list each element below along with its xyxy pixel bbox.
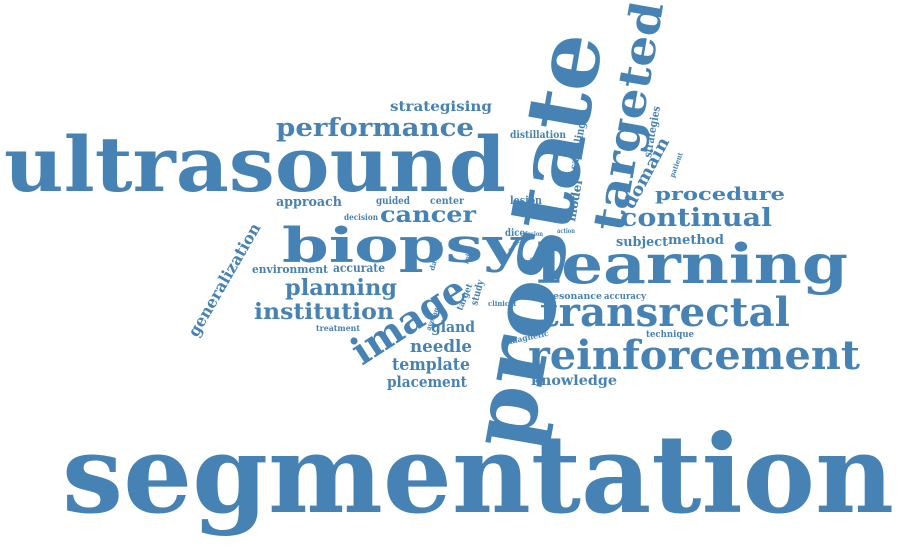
word-environment: environment bbox=[252, 263, 329, 276]
word-treatment: treatment bbox=[316, 323, 360, 333]
word-accurate: accurate bbox=[333, 261, 385, 275]
word-approach: approach bbox=[276, 195, 343, 210]
word-subject: subject bbox=[616, 235, 668, 250]
word-action: action bbox=[557, 228, 576, 235]
word-fusion: fusion bbox=[525, 231, 544, 238]
word-center: center bbox=[430, 196, 465, 207]
word-biopsy: biopsy bbox=[282, 218, 525, 274]
word-resonance: resonance bbox=[548, 292, 602, 302]
word-accuracy: accuracy bbox=[604, 292, 647, 302]
word-planning: planning bbox=[285, 275, 397, 301]
word-method: method bbox=[668, 233, 724, 248]
word-placement: placement bbox=[387, 373, 467, 391]
word-learning: learning bbox=[536, 232, 848, 296]
word-institution: institution bbox=[254, 299, 394, 325]
word-decision: decision bbox=[344, 212, 378, 222]
word-gland: gland bbox=[431, 318, 475, 336]
word-transrectal: transrectal bbox=[540, 289, 790, 336]
word-lesion: lesion bbox=[510, 194, 542, 207]
word-distillation: distillation bbox=[510, 130, 567, 141]
word-procedure: procedure bbox=[655, 184, 785, 205]
word-gave: gave bbox=[530, 256, 542, 262]
word-knowledge: knowledge bbox=[531, 373, 617, 389]
word-reinforcement: reinforcement bbox=[528, 332, 861, 379]
word-template: template bbox=[392, 355, 470, 375]
word-cancer: cancer bbox=[380, 202, 476, 228]
word-technique: technique bbox=[646, 330, 694, 340]
word-dice: dice bbox=[505, 228, 525, 239]
word-ultrasound: ultrasound bbox=[4, 120, 506, 209]
word-performance: performance bbox=[276, 113, 474, 142]
word-segmentation: segmentation bbox=[62, 412, 894, 538]
word-allow: allow bbox=[528, 263, 543, 269]
word-guided: guided bbox=[376, 196, 410, 207]
word-generalization: generalization bbox=[184, 219, 265, 340]
word-patient: patient bbox=[667, 151, 685, 179]
word-needle: needle bbox=[410, 337, 472, 357]
word-continual: continual bbox=[620, 203, 772, 232]
word-strategising: strategising bbox=[390, 99, 492, 115]
word-clinical: clinical bbox=[488, 299, 516, 308]
